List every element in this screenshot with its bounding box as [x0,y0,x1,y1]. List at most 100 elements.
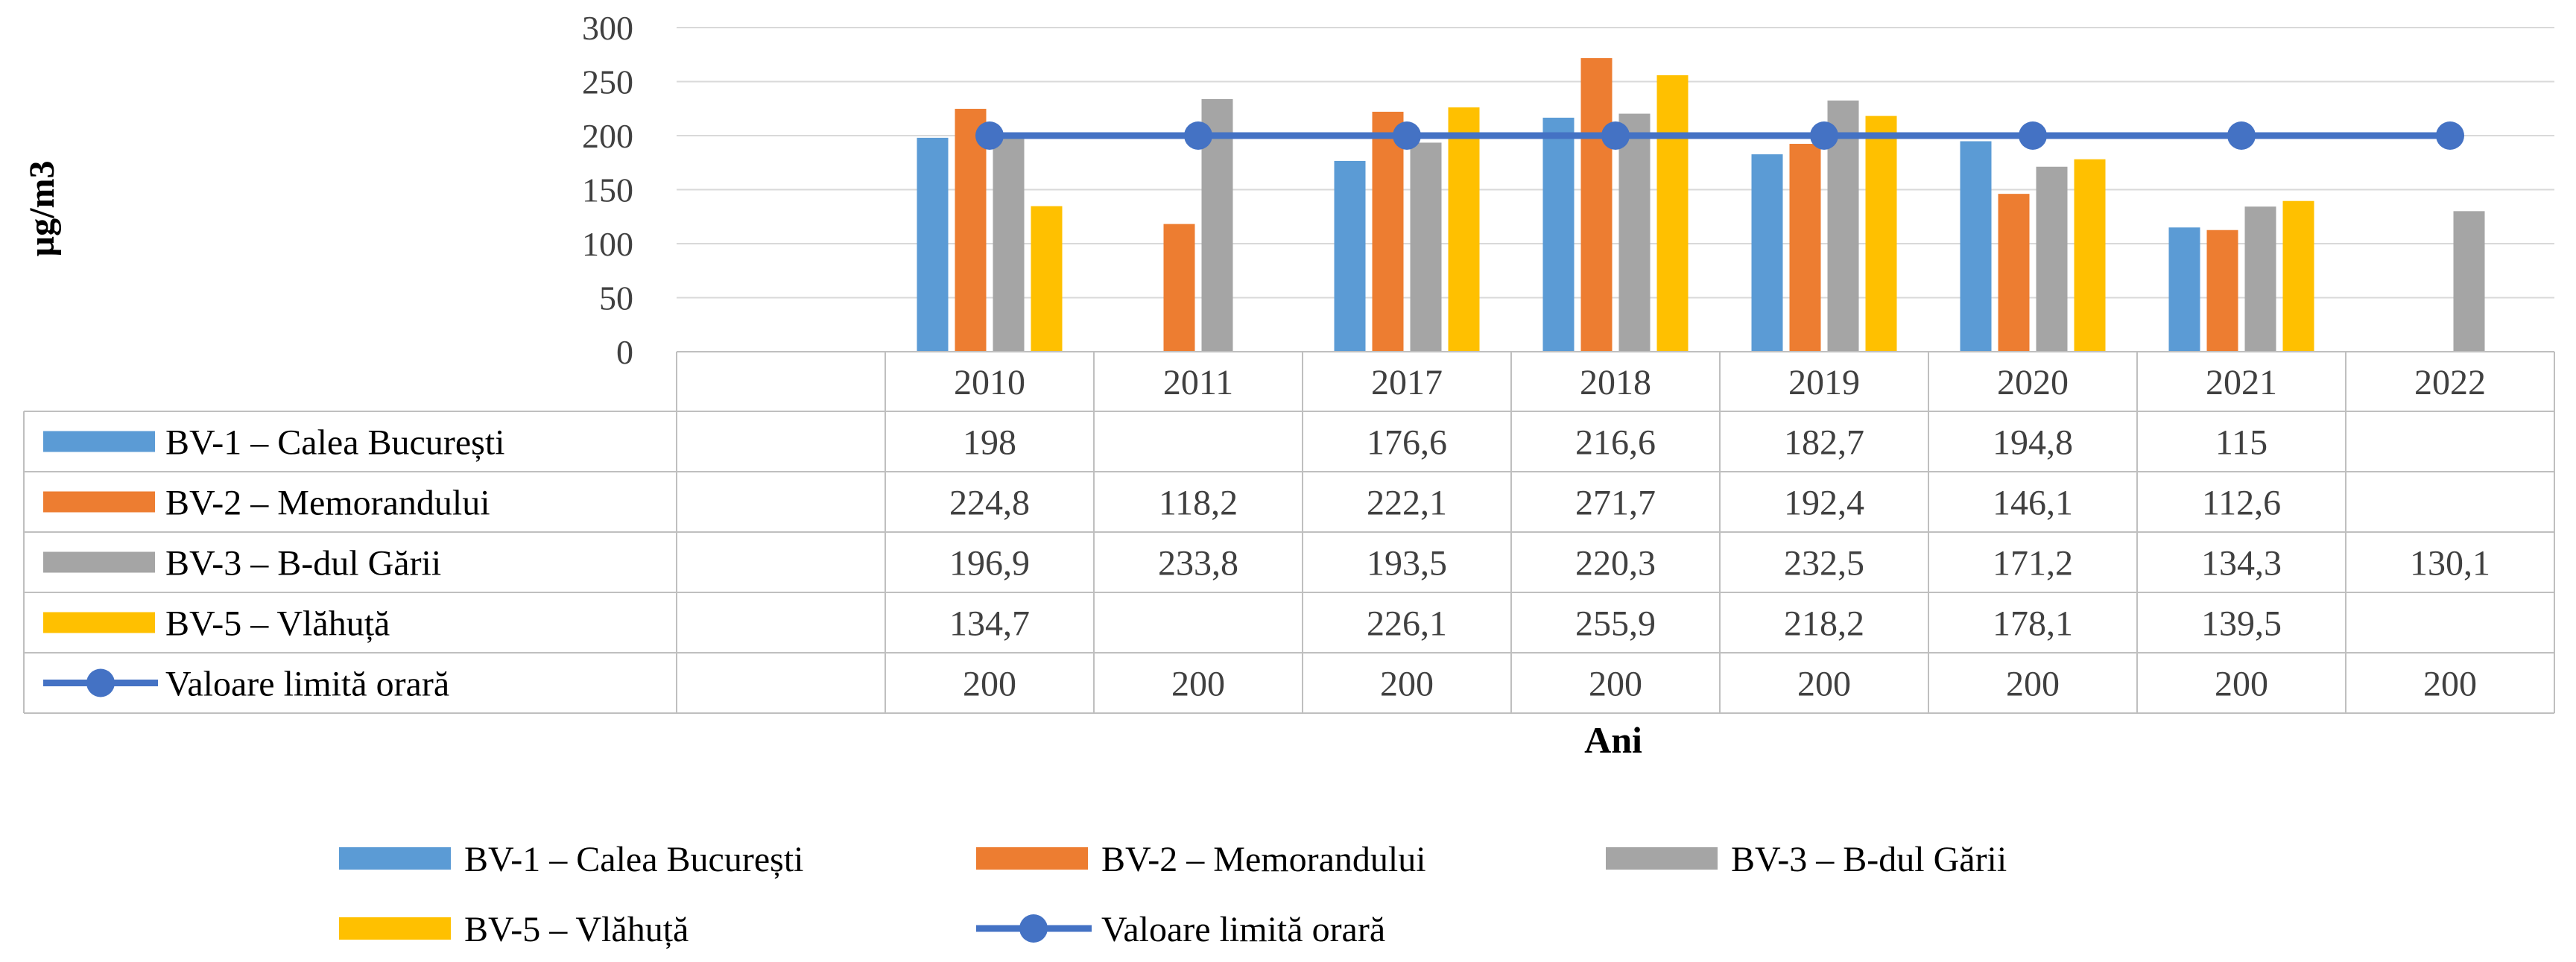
data-label: 139,5 [2201,604,2282,644]
bar [1163,224,1195,352]
y-tick-label: 200 [582,117,633,155]
line-marker [975,121,1004,150]
data-label: 178,1 [1993,604,2073,644]
data-label: 200 [2006,665,2060,704]
y-tick-label: 300 [582,9,633,47]
bar [1960,141,1992,352]
data-label: 198 [963,423,1016,463]
table-legend-swatch [43,491,155,513]
data-label: 271,7 [1575,484,1656,523]
line-marker [1601,121,1630,150]
legend-label: Valoare limită orară [1101,910,1385,949]
data-label: 200 [2423,665,2477,704]
bar [2244,206,2276,352]
data-label: 222,1 [1367,484,1447,523]
line-marker [1184,121,1212,150]
data-label: 196,9 [949,544,1030,583]
bar [1865,115,1897,352]
data-label: 200 [1797,665,1851,704]
bar [1448,107,1480,352]
data-label: 182,7 [1784,423,1864,463]
data-label: 115 [2215,423,2268,463]
bar [955,109,987,352]
data-label: 112,6 [2202,484,2281,523]
table-series-name: BV-2 – Memorandului [165,484,490,523]
data-label: 200 [1380,665,1434,704]
y-tick-label: 100 [582,225,633,263]
table-legend-swatch [43,551,155,573]
bar [1580,58,1613,352]
x-tick-label: 2020 [1997,363,2069,402]
y-tick-label: 150 [582,171,633,209]
data-table: 2010 2011 2017 2018 2019 2020 2021 2022 BV-1 – C… [23,351,2555,714]
data-label: 232,5 [1784,544,1864,583]
legend-label: BV-1 – Calea București [464,840,803,879]
bar [1410,142,1442,352]
y-tick-label: 50 [599,279,633,317]
table-series-name: BV-3 – B-dul Gării [165,544,441,583]
plot-area: 0 50 100 150 200 250 300 [582,9,2554,371]
legend-swatch [339,847,451,870]
bar [2453,211,2485,352]
bar [1618,113,1651,352]
data-label: 193,5 [1367,544,1447,583]
data-label: 130,1 [2410,544,2490,583]
x-tick-label: 2021 [2206,363,2277,402]
data-label: 146,1 [1993,484,2073,523]
y-axis-title: µg/m3 [22,161,62,257]
table-series-name: BV-1 – Calea București [165,423,504,463]
y-tick-label: 250 [582,63,633,101]
legend: BV-1 – Calea București BV-2 – Memorandulu… [339,840,2007,949]
table-series-name: Valoare limită orară [165,665,449,704]
legend-marker [1019,914,1048,943]
x-axis-title: Ani [1584,719,1642,761]
line-marker [2436,121,2464,150]
x-tick-label: 2019 [1788,363,1860,402]
line-marker [2227,121,2256,150]
line-marker [1393,121,1421,150]
data-label: 255,9 [1575,604,1656,644]
bar [1031,206,1063,352]
x-tick-label: 2017 [1371,363,1443,402]
data-label: 176,6 [1367,423,1447,463]
data-label: 200 [2215,665,2268,704]
bar [2036,166,2068,352]
legend-label: BV-3 – B-dul Gării [1731,840,2007,879]
y-tick-label: 0 [616,333,633,371]
data-label: 220,3 [1575,544,1656,583]
bar [1789,144,1821,352]
bar [1372,111,1404,352]
data-label: 216,6 [1575,423,1656,463]
data-label: 194,8 [1993,423,2073,463]
data-label: 134,7 [949,604,1030,644]
legend-swatch [1606,847,1718,870]
bar [917,137,949,352]
data-label: 218,2 [1784,604,1864,644]
bar [1334,160,1366,352]
bar [2282,200,2314,352]
data-label: 200 [1171,665,1225,704]
bar [1751,154,1783,352]
x-tick-label: 2011 [1163,363,1233,402]
table-legend-marker [86,668,115,697]
data-label: 200 [963,665,1016,704]
line-marker [2019,121,2047,150]
bar [2168,227,2200,352]
data-label: 192,4 [1784,484,1864,523]
bar [1542,117,1575,352]
bar [1998,194,2030,352]
data-label: 233,8 [1158,544,1238,583]
legend-swatch [339,917,451,940]
data-label: 200 [1589,665,1642,704]
legend-label: BV-5 – Vlăhuță [464,910,689,949]
legend-label: BV-2 – Memorandului [1101,840,1426,879]
bar [1656,75,1689,352]
bar [993,139,1025,352]
bar [2074,159,2106,352]
bar [2206,230,2238,352]
data-label: 226,1 [1367,604,1447,644]
x-tick-label: 2018 [1580,363,1651,402]
table-legend-swatch [43,612,155,633]
x-tick-label: 2010 [954,363,1025,402]
